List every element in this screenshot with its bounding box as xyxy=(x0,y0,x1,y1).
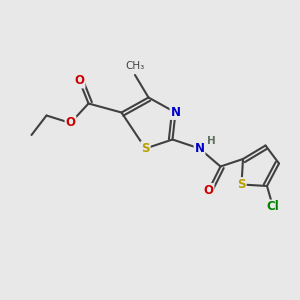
Text: CH₃: CH₃ xyxy=(125,61,145,71)
Text: Cl: Cl xyxy=(267,200,279,214)
Text: S: S xyxy=(237,178,246,191)
Text: O: O xyxy=(203,184,214,197)
Text: O: O xyxy=(65,116,76,130)
Text: O: O xyxy=(74,74,85,88)
Text: N: N xyxy=(170,106,181,119)
Text: H: H xyxy=(206,136,215,146)
Text: S: S xyxy=(141,142,150,155)
Text: N: N xyxy=(194,142,205,155)
